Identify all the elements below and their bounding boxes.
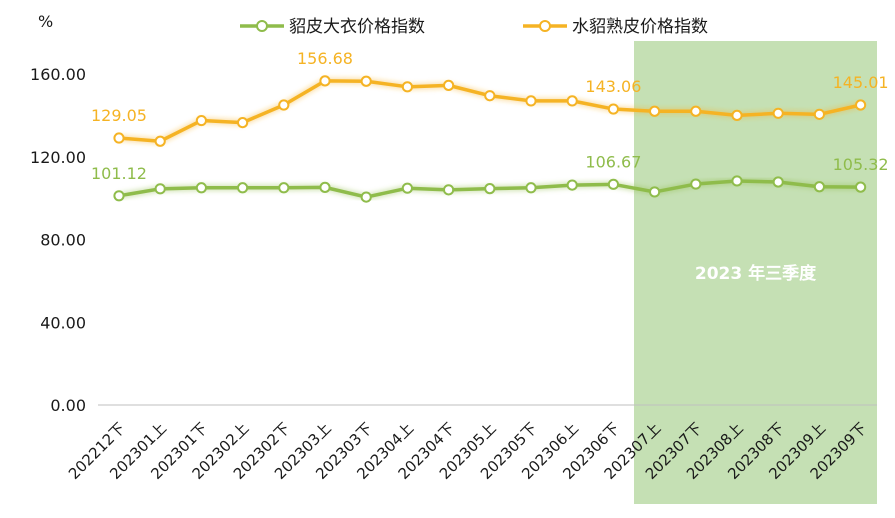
- data-point: [237, 117, 249, 129]
- data-point: [855, 181, 867, 193]
- data-point: [484, 90, 496, 102]
- legend-label: 貂皮大衣价格指数: [289, 17, 425, 37]
- data-point: [649, 186, 661, 198]
- data-point: [855, 99, 867, 111]
- legend-marker: [539, 20, 551, 32]
- legend-item-1: 貂皮大衣价格指数: [240, 17, 425, 37]
- highlight-label: 2023 年三季度: [695, 263, 817, 284]
- data-point: [278, 99, 290, 111]
- data-label: 145.01: [833, 73, 889, 92]
- data-point: [525, 95, 537, 107]
- data-point: [443, 79, 455, 91]
- data-point: [813, 108, 826, 120]
- data-point: [566, 179, 578, 191]
- y-tick-label: 120.00: [30, 148, 86, 167]
- data-point: [401, 182, 413, 194]
- legend-marker: [256, 20, 268, 32]
- data-point: [360, 191, 372, 203]
- highlight-region: [634, 41, 877, 504]
- data-point: [607, 103, 620, 115]
- data-point: [443, 184, 455, 196]
- data-point: [278, 182, 290, 194]
- data-point: [607, 178, 620, 190]
- y-tick-label: 0.00: [50, 396, 86, 415]
- data-point: [772, 107, 784, 119]
- data-point: [113, 190, 125, 202]
- data-label: 143.06: [585, 77, 641, 96]
- data-point: [237, 182, 249, 194]
- data-point: [772, 176, 784, 188]
- data-label: 156.68: [297, 49, 353, 68]
- series-1: 101.12 106.67 105.32: [91, 152, 889, 203]
- y-tick-label: 80.00: [40, 231, 86, 250]
- data-point: [566, 95, 578, 107]
- series-2: 129.05 156.68 143.06 145.01: [91, 49, 889, 147]
- data-point: [154, 135, 166, 147]
- data-point: [154, 183, 166, 195]
- data-point: [113, 132, 125, 144]
- data-point: [360, 75, 372, 87]
- data-point: [195, 114, 207, 127]
- data-label: 106.67: [585, 152, 641, 171]
- data-point: [690, 105, 702, 117]
- data-point: [813, 181, 826, 193]
- y-tick-label: 160.00: [30, 65, 86, 84]
- data-point: [690, 178, 702, 190]
- data-label: 101.12: [91, 164, 147, 183]
- legend-item-2: 水貂熟皮价格指数: [523, 16, 708, 37]
- data-point: [731, 109, 743, 121]
- data-point: [484, 183, 496, 195]
- y-axis-unit-label: %: [38, 12, 53, 31]
- data-point: [319, 75, 331, 87]
- data-point: [649, 105, 661, 117]
- data-point: [319, 181, 331, 193]
- data-label: 129.05: [91, 106, 147, 125]
- y-tick-label: 40.00: [40, 313, 86, 332]
- data-label: 105.32: [833, 155, 889, 174]
- data-point: [195, 182, 207, 194]
- data-point: [401, 81, 413, 93]
- data-point: [525, 182, 537, 194]
- data-point: [731, 175, 743, 187]
- legend-label: 水貂熟皮价格指数: [572, 16, 708, 37]
